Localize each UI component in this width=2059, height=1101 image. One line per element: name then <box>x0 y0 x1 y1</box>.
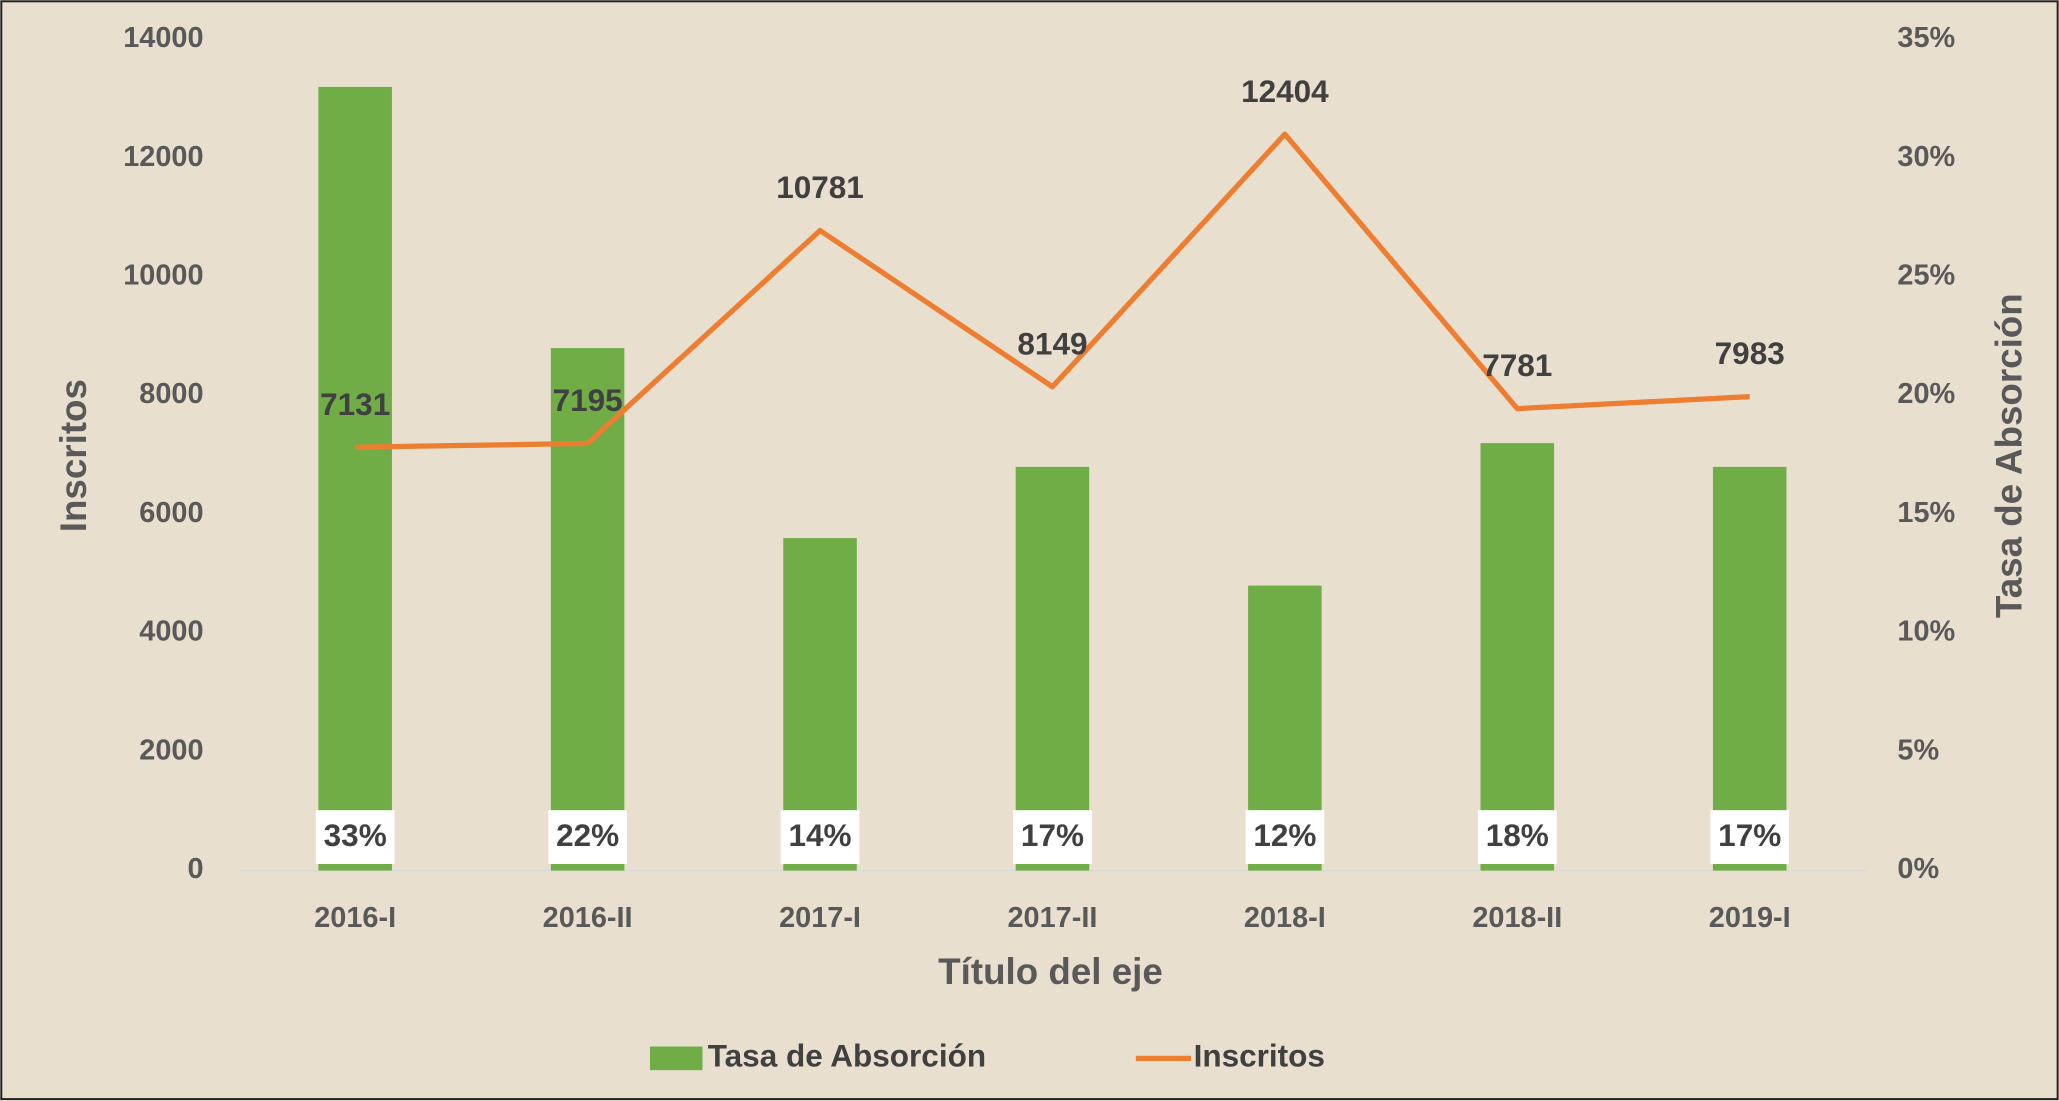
data-label-box <box>1245 810 1325 865</box>
data-label: 12% <box>1253 817 1316 853</box>
legend-label: Inscritos <box>1194 1038 1325 1074</box>
legend-label: Tasa de Absorción <box>708 1038 986 1074</box>
y2-tick-label: 5% <box>1897 734 1939 766</box>
y2-axis-title: Tasa de Absorción <box>1988 293 2029 618</box>
data-label: 17% <box>1718 817 1781 853</box>
y-tick-label: 2000 <box>139 734 203 766</box>
data-label: 7195 <box>553 382 623 418</box>
y-tick-label: 14000 <box>123 22 203 54</box>
data-label: 14% <box>789 817 852 853</box>
data-label: 7131 <box>320 386 390 422</box>
data-label-box <box>548 810 628 865</box>
y-axis-title: Inscritos <box>53 379 94 532</box>
data-label: 33% <box>324 817 387 853</box>
x-tick-label: 2018-II <box>1472 902 1562 934</box>
y-tick-label: 12000 <box>123 141 203 173</box>
data-label: 22% <box>556 817 619 853</box>
data-label-box <box>1710 810 1790 865</box>
y2-tick-label: 15% <box>1897 497 1955 529</box>
data-label-box <box>315 810 395 865</box>
y2-tick-label: 35% <box>1897 22 1955 54</box>
x-tick-label: 2016-I <box>314 902 396 934</box>
y-tick-label: 8000 <box>139 378 203 410</box>
y-tick-label: 6000 <box>139 497 203 529</box>
data-label: 18% <box>1486 817 1549 853</box>
y2-tick-label: 30% <box>1897 141 1955 173</box>
data-label: 8149 <box>1017 325 1087 361</box>
line <box>355 131 1750 450</box>
y2-tick-label: 10% <box>1897 616 1955 648</box>
x-tick-label: 2016-II <box>543 902 633 934</box>
bar <box>1015 466 1090 871</box>
data-label: 7983 <box>1715 335 1785 371</box>
bar <box>1712 466 1787 871</box>
x-tick-label: 2018-I <box>1244 902 1326 934</box>
bar <box>318 86 392 871</box>
data-label: 12404 <box>1241 73 1329 109</box>
y-tick-label: 0 <box>187 853 203 885</box>
data-label: 17% <box>1021 817 1084 853</box>
y2-tick-label: 0% <box>1897 853 1939 885</box>
x-tick-label: 2017-I <box>779 902 861 934</box>
x-axis-title: Título del eje <box>938 951 1163 992</box>
x-tick-label: 2017-II <box>1007 902 1097 934</box>
data-label-box <box>780 810 860 865</box>
y2-tick-label: 20% <box>1897 378 1955 410</box>
y2-tick-label: 25% <box>1897 260 1955 292</box>
bar <box>550 348 625 871</box>
data-label: 7781 <box>1482 347 1552 383</box>
data-label: 10781 <box>776 169 864 205</box>
data-label-box <box>1477 810 1557 865</box>
legend-swatch <box>649 1046 703 1071</box>
data-label-box <box>1013 810 1092 865</box>
y-tick-label: 10000 <box>123 260 203 292</box>
bar <box>1480 443 1555 871</box>
x-tick-label: 2019-I <box>1709 902 1791 934</box>
y-tick-label: 4000 <box>139 616 203 648</box>
